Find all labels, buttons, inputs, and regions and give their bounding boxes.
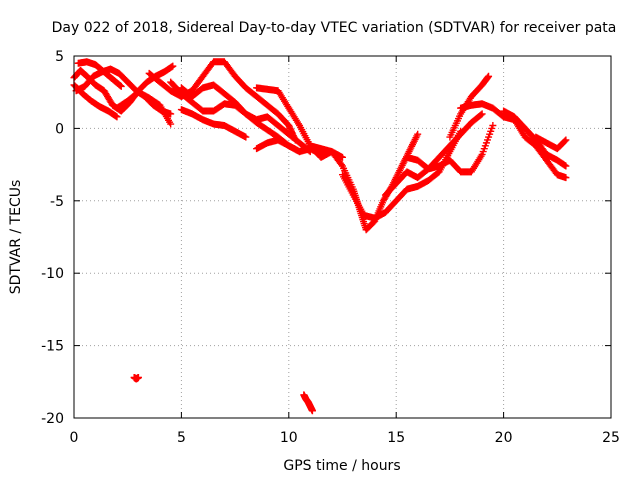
- data-point: [339, 153, 346, 161]
- chart-title: Day 022 of 2018, Sidereal Day-to-day VTE…: [52, 20, 617, 36]
- data-point: [562, 174, 570, 182]
- data-point: [113, 113, 121, 121]
- data-point: [308, 407, 316, 415]
- data-point: [562, 162, 570, 170]
- series-pass-i: [177, 106, 250, 141]
- data-point: [337, 161, 345, 169]
- series-outlier-2: [300, 391, 316, 415]
- series-pass-m: [339, 127, 465, 222]
- y-axis-label: SDTVAR / TECUs: [8, 180, 24, 295]
- data-point: [414, 130, 422, 138]
- data-point: [167, 120, 175, 128]
- series-pass-o: [403, 122, 497, 176]
- y-tick-label: -5: [50, 194, 64, 210]
- series-outlier-1: [130, 373, 142, 383]
- x-tick-label: 0: [70, 430, 79, 446]
- series-pass-s: [532, 133, 570, 153]
- data-point: [169, 62, 177, 70]
- data-point: [562, 136, 570, 144]
- series-pass-p: [446, 72, 493, 141]
- x-tick-label: 5: [177, 430, 186, 446]
- x-tick-label: 10: [280, 430, 298, 446]
- x-tick-label: 25: [602, 430, 620, 446]
- data-point: [485, 72, 493, 80]
- grid: [74, 56, 611, 418]
- data-points: [70, 58, 570, 415]
- data-point: [117, 82, 125, 90]
- x-tick-label: 20: [495, 430, 513, 446]
- data-point: [489, 122, 497, 130]
- data-point: [116, 82, 124, 90]
- series-pass-n: [381, 110, 486, 199]
- data-point: [477, 111, 485, 119]
- y-tick-label: 5: [55, 49, 64, 65]
- x-tick-label: 15: [387, 430, 405, 446]
- x-axis-label: GPS time / hours: [283, 458, 400, 474]
- y-tick-label: -10: [41, 266, 64, 282]
- data-point: [561, 137, 569, 145]
- series-pass-d: [70, 81, 121, 121]
- data-point: [134, 373, 142, 381]
- data-point: [242, 133, 250, 141]
- data-point: [167, 110, 175, 118]
- plot-frame: [73, 55, 612, 419]
- y-tick-label: -15: [41, 339, 64, 355]
- series-pass-q: [457, 100, 570, 182]
- y-tick-label: -20: [41, 411, 64, 427]
- y-tick-label: 0: [55, 121, 64, 137]
- axis-ticks: 0 5 10 15 20 25 5 0 -5 -10 -15 -20: [41, 49, 620, 446]
- series-pass-c: [74, 58, 125, 90]
- data-point: [478, 110, 486, 118]
- series-pass-e: [113, 88, 175, 128]
